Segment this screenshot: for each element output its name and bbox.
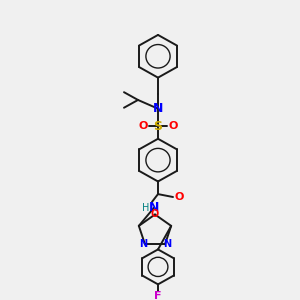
- Text: N: N: [139, 239, 147, 249]
- Text: S: S: [154, 120, 163, 133]
- Text: N: N: [153, 102, 163, 115]
- Text: N: N: [163, 239, 171, 249]
- Text: H: H: [142, 203, 150, 213]
- Text: O: O: [174, 192, 184, 202]
- Text: O: O: [168, 121, 178, 131]
- Text: O: O: [151, 208, 159, 218]
- Text: O: O: [138, 121, 148, 131]
- Text: F: F: [154, 291, 162, 300]
- Text: N: N: [149, 201, 159, 214]
